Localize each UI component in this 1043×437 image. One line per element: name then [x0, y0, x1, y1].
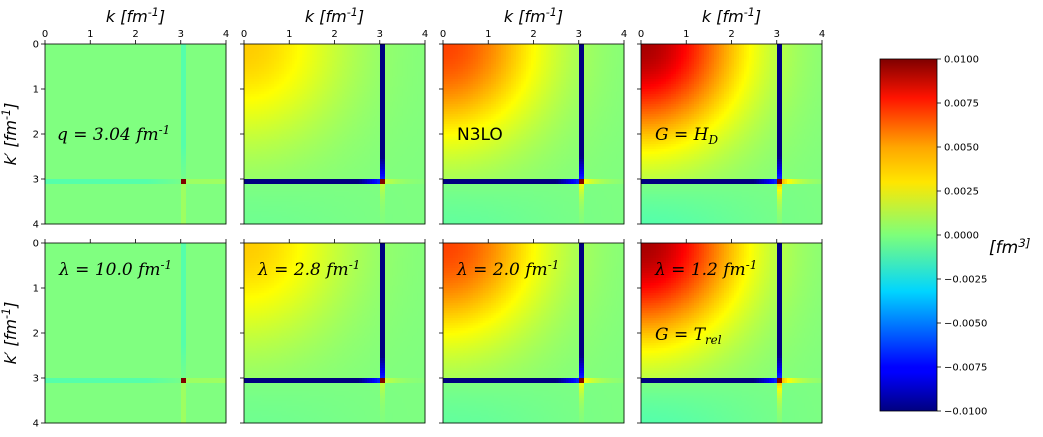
panel-r2-c4: λ = 1.2 fm-1 G = Trel: [637, 239, 823, 424]
y-tick-label: 2: [33, 130, 39, 141]
heatmap-cells: [45, 243, 227, 424]
panel-r2-c3: λ = 2.0 fm-1: [439, 239, 625, 424]
x-tick-label: 0: [638, 29, 644, 40]
colorbar-tick-label: 0.0100: [944, 55, 979, 66]
x-axis-label: k [fm-1]: [702, 6, 761, 26]
panel-annotation: q = 3.04 fm-1: [57, 123, 170, 145]
colorbar-tick-label: 0.0000: [944, 231, 979, 242]
panel-annotation: λ = 1.2 fm-1: [654, 258, 757, 280]
panel-r2-c1: 0 1 2 3 4 k′ [fm-1] λ = 10.0 fm-1: [0, 239, 227, 430]
x-axis-label: k [fm-1]: [305, 6, 364, 26]
y-tick-label: 1: [33, 85, 39, 96]
panel-annotation: λ = 2.8 fm-1: [257, 258, 360, 280]
panel-annotation: λ = 10.0 fm-1: [58, 258, 172, 280]
y-tick-label: 3: [33, 374, 39, 385]
colorbar-tick-label: −0.0100: [944, 407, 987, 418]
heatmap-cells: [641, 44, 823, 225]
colorbar-label: [fm3]: [989, 236, 1031, 258]
x-tick-label: 4: [621, 29, 627, 40]
y-tick-label: 0: [33, 239, 39, 250]
panel-annotation: N3LO: [457, 125, 503, 145]
panel-r1-c2: 0 1 2 3 4 k [fm-1]: [240, 6, 428, 225]
y-tick-label: 2: [33, 329, 39, 340]
heatmap-cells: [443, 44, 625, 225]
x-tick-label: 3: [774, 29, 780, 40]
x-tick-label: 2: [728, 29, 734, 40]
colorbar-tick-label: 0.0075: [944, 99, 979, 110]
panel-r1-c1: 0 1 2 3 4 0 1 2 3 4 k [fm-1] k′ [fm-1] q = 3.04 fm-1: [0, 6, 229, 231]
colorbar-tick-label: 0.0025: [944, 187, 979, 198]
heatmap-cells: [45, 44, 227, 225]
x-tick-label: 1: [485, 29, 491, 40]
x-tick-label: 4: [819, 29, 825, 40]
x-tick-label: 2: [331, 29, 337, 40]
colorbar-tick-label: −0.0050: [944, 319, 987, 330]
panel-annotation: G = HD: [655, 125, 718, 147]
x-tick-label: 2: [132, 29, 138, 40]
x-tick-label: 1: [87, 29, 93, 40]
y-axis-label: k′ [fm-1]: [0, 302, 20, 365]
x-tick-label: 3: [576, 29, 582, 40]
x-axis-label: k [fm-1]: [504, 6, 563, 26]
panel-annotation: λ = 2.0 fm-1: [456, 258, 559, 280]
y-tick-label: 0: [33, 40, 39, 51]
heatmap-cells: [244, 44, 426, 225]
panel-r2-c2: λ = 2.8 fm-1: [240, 239, 426, 424]
x-tick-label: 1: [286, 29, 292, 40]
x-tick-label: 3: [178, 29, 184, 40]
y-tick-label: 4: [33, 220, 39, 231]
panel-r1-c3: 0 1 2 3 4 k [fm-1] N3LO: [439, 6, 627, 225]
x-tick-label: 0: [241, 29, 247, 40]
x-axis-label: k [fm-1]: [106, 6, 165, 26]
x-tick-label: 0: [42, 29, 48, 40]
panel-annotation: G = Trel: [655, 325, 722, 347]
y-tick-label: 1: [33, 284, 39, 295]
x-tick-label: 3: [377, 29, 383, 40]
y-tick-label: 3: [33, 175, 39, 186]
colorbar-tick-label: −0.0075: [944, 363, 987, 374]
x-tick-label: 4: [223, 29, 229, 40]
colorbar-tick-label: −0.0025: [944, 275, 987, 286]
x-tick-label: 2: [530, 29, 536, 40]
x-tick-label: 4: [422, 29, 428, 40]
colorbar: 0.0100 0.0075 0.0050 0.0025 0.0000 −0.0025 −0.…: [879, 55, 1031, 418]
x-tick-label: 0: [440, 29, 446, 40]
heatmap-cells: [244, 243, 426, 424]
colorbar-tick-label: 0.0050: [944, 143, 979, 154]
x-tick-label: 1: [683, 29, 689, 40]
heatmap-cells: [641, 243, 823, 424]
heatmap-cells: [443, 243, 625, 424]
panel-r1-c4: 0 1 2 3 4 k [fm-1] G = HD: [637, 6, 825, 225]
colorbar-gradient: [879, 58, 938, 412]
y-axis-label: k′ [fm-1]: [0, 103, 20, 166]
y-tick-label: 4: [33, 419, 39, 430]
